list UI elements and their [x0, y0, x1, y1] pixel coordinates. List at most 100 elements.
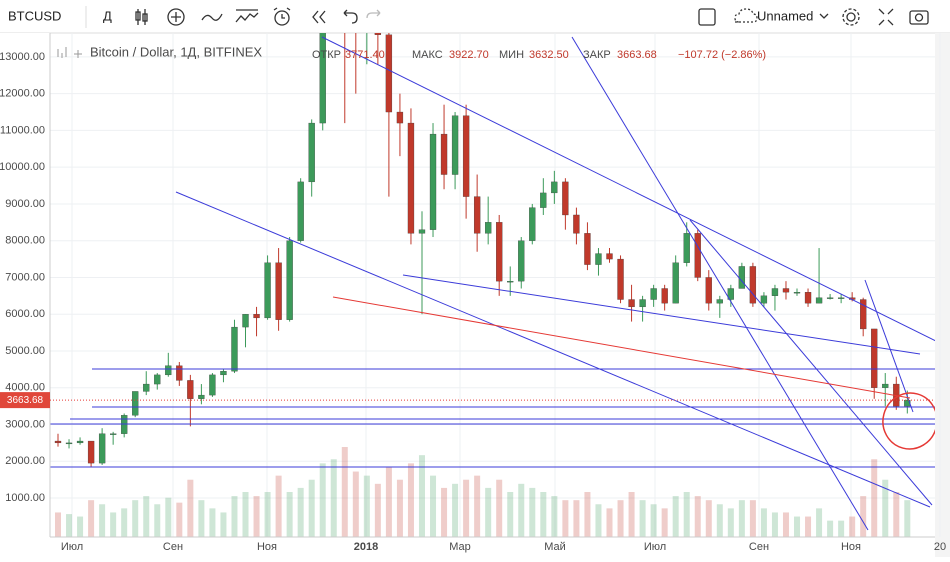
candle-body [407, 122, 415, 234]
volume-bar [110, 512, 117, 537]
volume-bar [595, 504, 602, 537]
y-tick-label: 4000.00 [5, 382, 45, 394]
candle-body [231, 326, 238, 372]
candle-body [628, 299, 635, 308]
candle-body [275, 262, 282, 320]
legend-high-label: МАКС [412, 49, 443, 61]
legend-open: 3771.40 [345, 49, 385, 61]
candle-body [518, 240, 525, 282]
candle-body [496, 222, 503, 282]
volume-bar [727, 508, 734, 537]
candle-body [209, 374, 216, 396]
candle-body [507, 280, 514, 283]
candle-body [551, 181, 558, 194]
drawings[interactable] [50, 36, 950, 531]
layout-name[interactable]: Unnamed [757, 8, 813, 23]
toolbar-icons[interactable] [135, 7, 929, 26]
volume-bar [297, 487, 304, 537]
candle-body [694, 233, 701, 278]
volume-bar [771, 512, 778, 537]
volume-bar [551, 496, 558, 537]
candle-body [385, 34, 393, 113]
y-tick-label: 7000.00 [5, 271, 45, 283]
volume-bar [308, 479, 315, 537]
volume-bar [77, 516, 84, 537]
candle-body [837, 297, 845, 299]
volume-bar [562, 500, 569, 537]
volume-bar [418, 455, 425, 537]
candle-body [793, 292, 801, 294]
volume-bar [396, 479, 403, 537]
candle-body [319, 33, 326, 124]
candle-body [595, 253, 602, 265]
legend-icons[interactable] [57, 47, 82, 58]
volume-bar [672, 496, 679, 537]
candle-body [738, 266, 746, 289]
volume-bar [176, 502, 183, 537]
candle-body [485, 222, 492, 234]
candle-body [617, 258, 624, 300]
volume-bar [749, 500, 756, 537]
candle-body [308, 122, 315, 183]
volume-bar [363, 475, 370, 537]
candle-body [529, 207, 536, 241]
candle-body [297, 181, 304, 241]
x-tick-label: 2018 [354, 541, 378, 553]
volume-bar [165, 497, 172, 537]
volume-bar [441, 487, 448, 537]
volume-bar [209, 508, 216, 537]
volume-bar [463, 479, 470, 537]
last-price-tag [0, 392, 50, 409]
candle-body [826, 297, 834, 299]
candle-body [716, 299, 723, 304]
candle-body [143, 383, 150, 392]
legend-close-label: ЗАКР [583, 49, 611, 61]
interval[interactable]: Д [103, 8, 112, 23]
volume-bar [275, 475, 282, 537]
volume-bar [628, 492, 635, 537]
volume-bar [231, 496, 238, 537]
candle-body [584, 233, 591, 265]
volume-bar [650, 504, 657, 537]
candle-body [683, 233, 690, 263]
volume-bar [617, 500, 624, 537]
candle-body [429, 133, 437, 230]
volume-bar [407, 463, 414, 537]
volume-bar [573, 500, 580, 537]
volume-bar [242, 492, 249, 537]
candle-body [220, 371, 227, 376]
legend-low: 3632.50 [529, 49, 569, 61]
candle-body [374, 33, 382, 35]
volume-bar [485, 487, 492, 537]
volume-bar [683, 492, 690, 537]
y-tick-label: 13000.00 [0, 51, 45, 63]
x-tick-label: Ноя [257, 541, 277, 553]
volume-bar [794, 516, 801, 537]
candle-body [242, 314, 249, 328]
candle-body [705, 277, 712, 304]
candle-body [451, 115, 459, 175]
volume-bar [606, 508, 613, 537]
x-tick-label: Май [544, 541, 566, 553]
volume-bar [430, 475, 437, 537]
candle-body [904, 399, 911, 407]
volume-bar [132, 500, 139, 537]
candle-body [396, 111, 404, 124]
candle-body [882, 383, 889, 388]
volume-bar [716, 504, 723, 537]
x-tick-label: Июл [61, 541, 83, 553]
y-tick-label: 10000.00 [0, 161, 45, 173]
legend-close: 3663.68 [617, 49, 657, 61]
volume-bar [694, 496, 701, 537]
volume-bar [385, 467, 392, 537]
volume-bar [705, 500, 712, 537]
volume-bar [341, 447, 348, 537]
symbol[interactable]: BTCUSD [8, 8, 61, 23]
legend-open-label: ОТКР [312, 49, 341, 61]
x-tick-label: Ноя [841, 541, 861, 553]
y-tick-label: 6000.00 [5, 308, 45, 320]
candle-body [749, 266, 757, 304]
candle-body [253, 314, 260, 319]
candle-body [154, 374, 161, 385]
y-tick-label: 9000.00 [5, 198, 45, 210]
